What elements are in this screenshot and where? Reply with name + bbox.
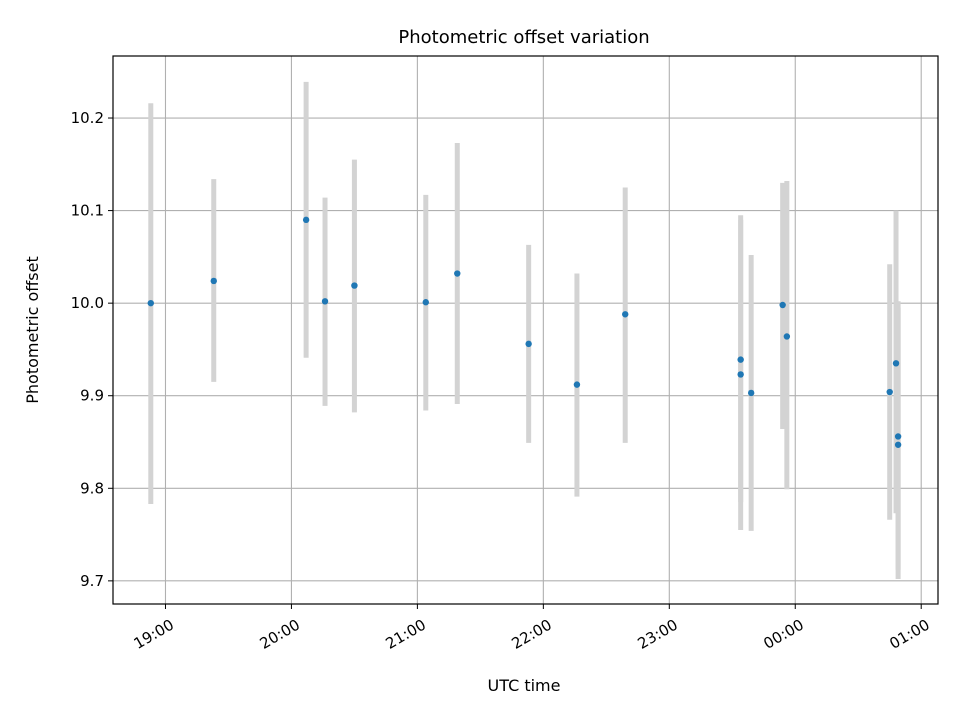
chart-title: Photometric offset variation xyxy=(398,27,649,48)
data-point xyxy=(737,371,744,378)
data-point xyxy=(525,340,532,348)
y-tick-label: 10.1 xyxy=(71,202,104,220)
y-tick-label: 9.7 xyxy=(80,572,104,590)
x-tick-label: 21:00 xyxy=(383,616,429,653)
data-point xyxy=(894,433,902,440)
data-points xyxy=(147,216,902,448)
plot-frame xyxy=(112,55,939,605)
y-tick-label: 10.2 xyxy=(71,109,104,127)
x-tick-label: 01:00 xyxy=(886,616,932,653)
error-bars xyxy=(148,81,901,580)
x-tick-label: 23:00 xyxy=(634,616,680,653)
data-point xyxy=(321,298,329,305)
x-tick-label: 19:00 xyxy=(131,616,177,653)
y-tick-label: 9.8 xyxy=(80,479,104,497)
x-axis: 19:00 20:00 21:00 22:00 23:00 00:00 01:00 xyxy=(131,604,933,653)
data-point xyxy=(737,356,744,363)
data-point xyxy=(210,277,217,285)
grid-lines xyxy=(113,56,938,604)
x-tick-label: 22:00 xyxy=(509,616,555,653)
y-axis-label: Photometric offset xyxy=(23,256,42,404)
data-point xyxy=(422,299,429,306)
data-point xyxy=(747,389,755,397)
y-axis: 9.7 9.8 9.9 10.0 10.1 10.2 xyxy=(71,109,113,590)
data-point xyxy=(779,301,786,309)
data-point xyxy=(886,388,893,396)
x-tick-label: 20:00 xyxy=(257,616,303,653)
data-point xyxy=(573,381,581,388)
x-axis-label: UTC time xyxy=(488,676,561,695)
data-point xyxy=(351,282,358,289)
data-point xyxy=(302,216,310,224)
x-tick-label: 00:00 xyxy=(760,616,806,653)
y-tick-label: 9.9 xyxy=(80,387,104,405)
y-tick-label: 10.0 xyxy=(71,294,104,312)
data-point xyxy=(892,360,900,367)
data-point xyxy=(147,299,154,307)
data-point xyxy=(783,333,791,340)
data-point xyxy=(622,311,629,318)
data-point xyxy=(454,270,461,277)
data-point xyxy=(894,441,902,448)
